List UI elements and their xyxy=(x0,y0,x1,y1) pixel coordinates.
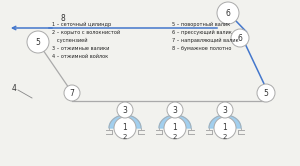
Polygon shape xyxy=(159,115,191,128)
Circle shape xyxy=(214,117,236,139)
Text: 3: 3 xyxy=(123,106,128,115)
Text: 5: 5 xyxy=(36,38,40,46)
Text: 1: 1 xyxy=(223,124,227,132)
Text: 6 – прессующий валик: 6 – прессующий валик xyxy=(172,30,232,35)
Circle shape xyxy=(64,85,80,101)
Circle shape xyxy=(217,2,239,24)
Circle shape xyxy=(164,117,186,139)
Circle shape xyxy=(117,102,133,118)
Text: 7 – направляющий валик: 7 – направляющий валик xyxy=(172,38,238,43)
Text: 3: 3 xyxy=(172,106,177,115)
Text: 1 – сеточный цилиндр: 1 – сеточный цилиндр xyxy=(52,22,111,27)
Text: 3: 3 xyxy=(223,106,227,115)
Text: 6: 6 xyxy=(238,34,242,42)
Text: 1: 1 xyxy=(172,124,177,132)
Circle shape xyxy=(167,102,183,118)
Circle shape xyxy=(27,31,49,53)
Circle shape xyxy=(257,84,275,102)
Text: 2 – корыто с волокнистой: 2 – корыто с волокнистой xyxy=(52,30,120,35)
Polygon shape xyxy=(209,115,241,128)
Polygon shape xyxy=(109,115,141,128)
Text: 6: 6 xyxy=(226,8,230,17)
Text: 3 – отжимные валики: 3 – отжимные валики xyxy=(52,46,110,51)
Text: 2: 2 xyxy=(123,134,127,140)
Circle shape xyxy=(217,102,233,118)
Text: 8: 8 xyxy=(61,13,65,23)
Text: 4: 4 xyxy=(12,83,16,92)
Text: суспензией: суспензией xyxy=(52,38,88,43)
Text: 5 – поворотный валик: 5 – поворотный валик xyxy=(172,22,230,27)
Circle shape xyxy=(231,29,249,47)
Text: 5: 5 xyxy=(264,88,268,97)
Text: 1: 1 xyxy=(123,124,128,132)
Text: 2: 2 xyxy=(173,134,177,140)
Text: 4 – отжимной войлок: 4 – отжимной войлок xyxy=(52,54,108,59)
Text: 8 – бумажное полотно: 8 – бумажное полотно xyxy=(172,46,231,51)
Circle shape xyxy=(114,117,136,139)
Text: 2: 2 xyxy=(223,134,227,140)
Text: 7: 7 xyxy=(70,88,74,97)
